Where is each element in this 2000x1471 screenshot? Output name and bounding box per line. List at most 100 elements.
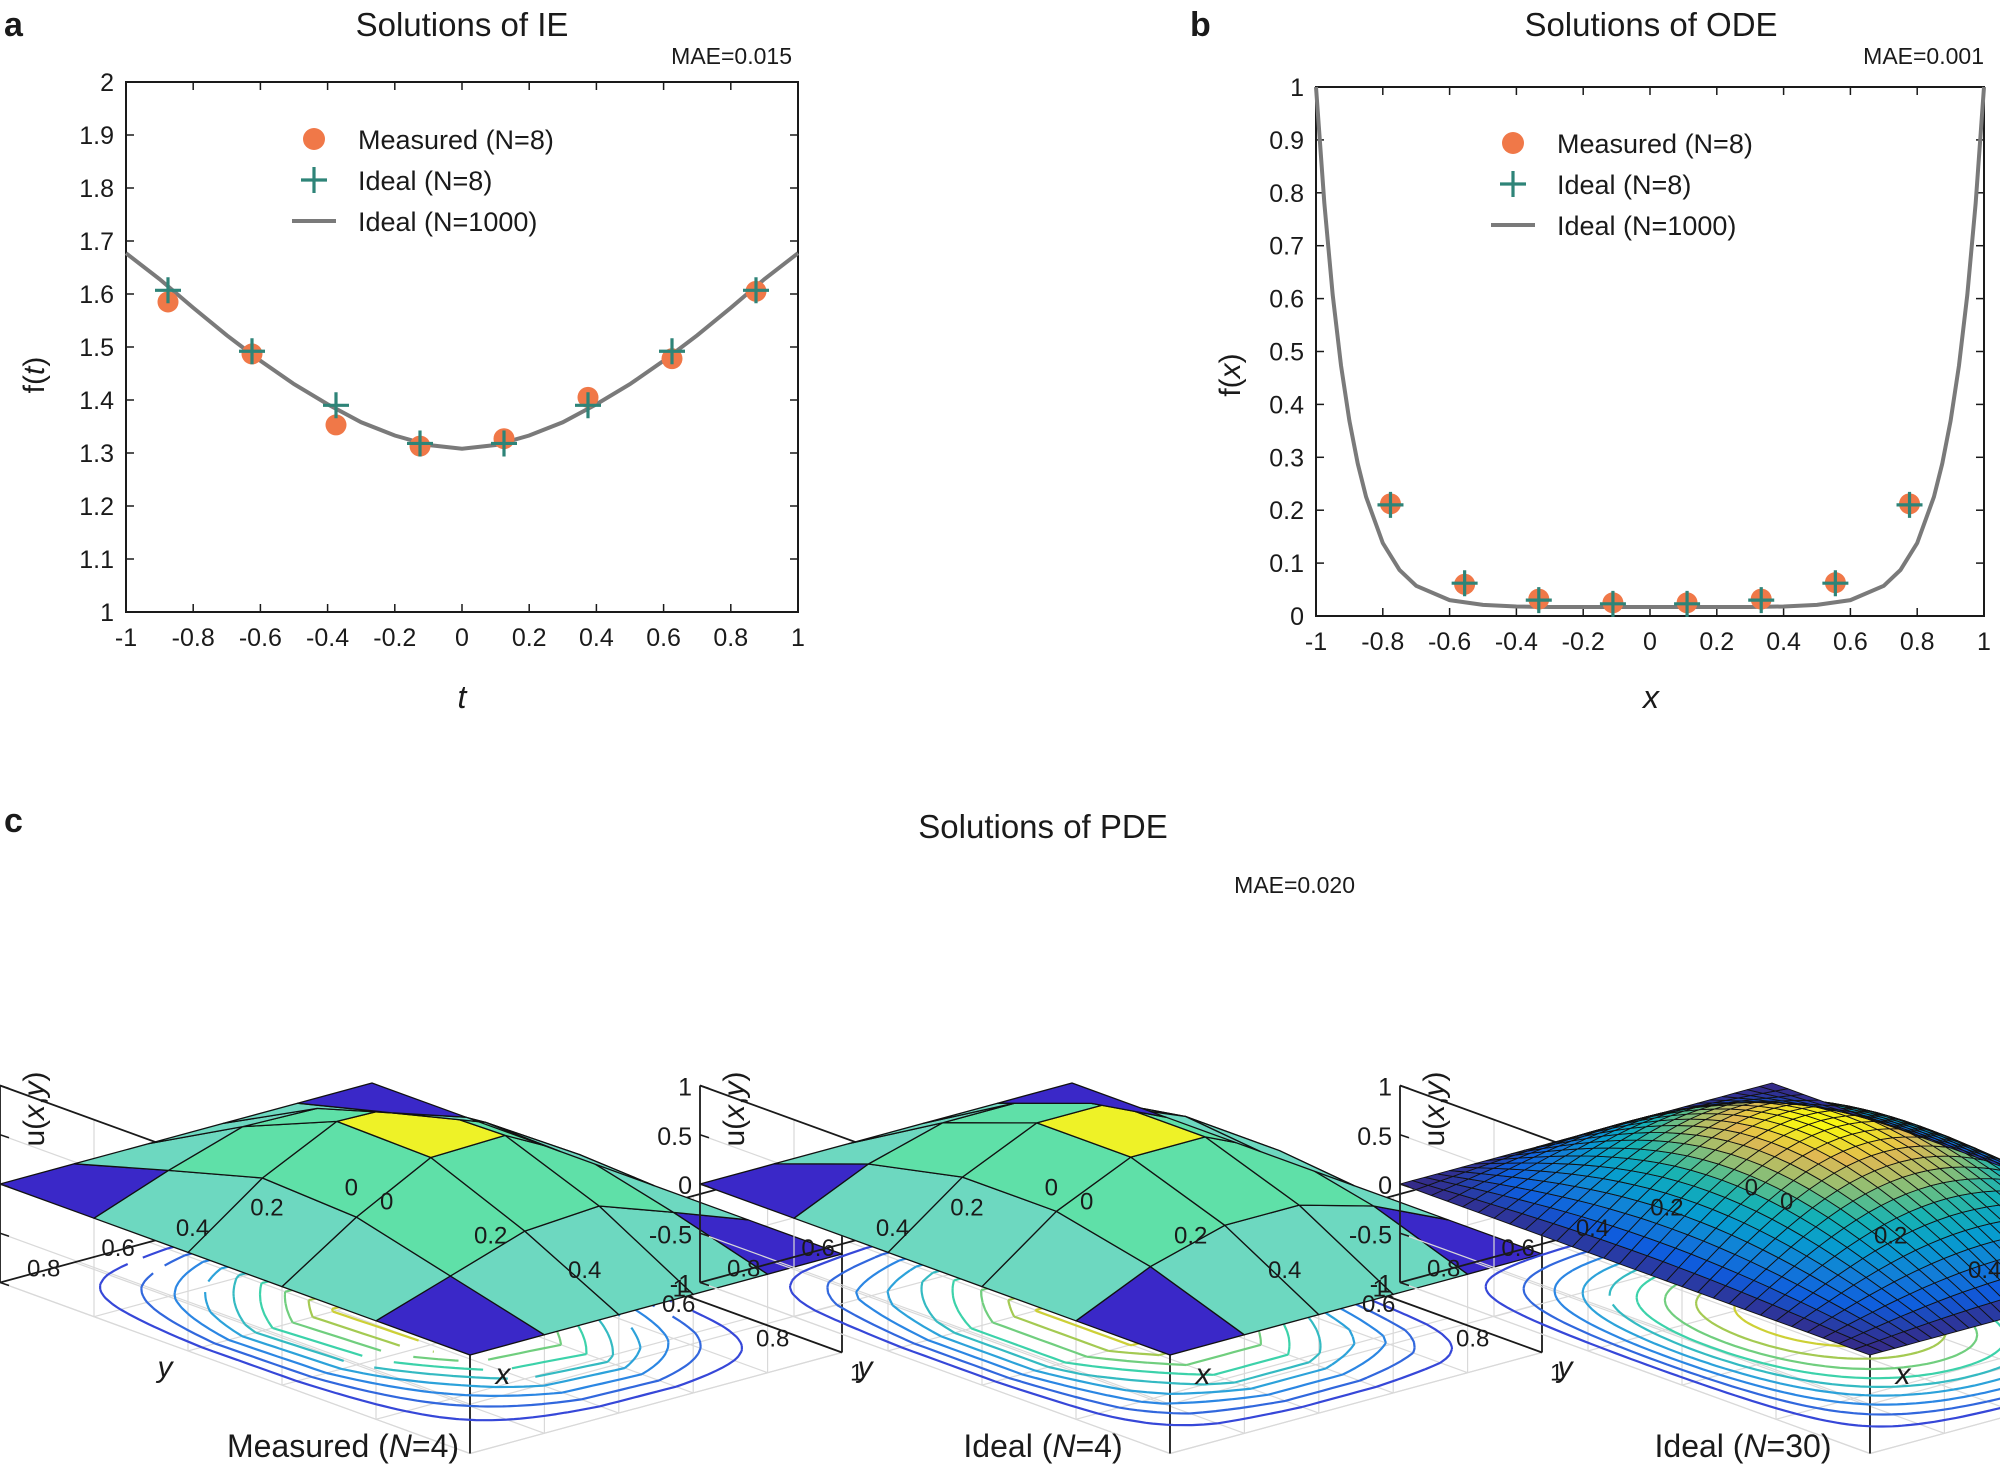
ideal-n30-y-tick-label: 0 (1745, 1175, 1758, 1202)
ideal-n30-z-tick-label: -0.5 (1349, 1221, 1392, 1249)
ode-plot-frame (1315, 86, 1985, 617)
ode-ideal-point (1525, 587, 1552, 614)
ie-ideal-point (407, 430, 433, 457)
mae-label-ie: MAE=0.015 (671, 43, 792, 69)
ideal-n30-z-tick-label: 0 (1378, 1172, 1392, 1200)
ideal-n4-floor-grid (699, 1281, 1171, 1455)
ideal-n4-z-tick-label: 0.5 (657, 1123, 692, 1151)
measured-n4-floor-grid (0, 1281, 471, 1455)
ideal-n4-z-tick-label: -1 (670, 1271, 692, 1299)
panel-letter-a: a (4, 6, 24, 44)
measured-n4-x-tick-label: 1 (850, 1360, 863, 1387)
ode-legend-ideal-marker (1500, 171, 1526, 197)
ideal-n4-wall-grid (1169, 1302, 1543, 1405)
x-axis-label-ode: x (1641, 679, 1660, 715)
ideal-n4-z-tick (699, 1281, 710, 1287)
ideal-n4-y-tick-label: 0.2 (950, 1195, 983, 1222)
ie-y-tick-label: 2 (100, 69, 114, 97)
ideal-n4-x-tick-label: 0.8 (1456, 1325, 1489, 1352)
surface-plot-ideal-n4: 10.50-0.5-100.20.40.60.8100.20.40.60.81u… (649, 1071, 1563, 1455)
ideal-n4-z-tick-label: 1 (678, 1074, 692, 1102)
ideal-n4-floor-grid (1075, 1317, 1449, 1420)
panel-c: c Solutions of PDE MAE=0.020 1 0.5 0 -0.5 -1… (0, 802, 2000, 1464)
ode-legend-entry: Ideal (N=8) (1557, 170, 1691, 200)
ode-y-tick-label: 0.9 (1269, 127, 1304, 155)
measured-n4-y-tick-label: 0 (345, 1175, 358, 1202)
ideal-n30-z-tick (1399, 1183, 1410, 1188)
ie-x-tick-label: 0.6 (646, 624, 681, 652)
mae-label-ode: MAE=0.001 (1863, 43, 1984, 69)
ie-ideal-point (575, 392, 601, 419)
ie-y-tick-label: 1.4 (79, 387, 114, 415)
y-axis-label-ie: f(t) (18, 357, 51, 394)
ie-plot-frame (125, 81, 799, 613)
ie-y-tick-label: 1.9 (79, 122, 114, 150)
ideal-n4-floor-grid (774, 1261, 1245, 1434)
measured-n4-z-tick (0, 1134, 10, 1139)
measured-n4-y-tick-label: 0.6 (101, 1235, 134, 1262)
ideal-n30-z-axis-label: u(x,y) (1418, 1071, 1451, 1146)
ode-x-tick-label: -0.2 (1562, 628, 1605, 656)
ode-y-tick-label: 0.1 (1269, 550, 1304, 578)
measured-n4-z-tick (0, 1183, 10, 1188)
ideal-n30-z-tick (1399, 1232, 1410, 1237)
ie-measured-point (325, 414, 347, 436)
ie-ideal-point (155, 277, 181, 304)
ie-legend-measured-marker (303, 128, 325, 150)
ode-y-tick-label: 0.7 (1269, 233, 1304, 261)
ideal-n4-y-tick-label: 0.8 (727, 1255, 760, 1282)
ie-y-tick-label: 1.2 (79, 493, 114, 521)
ode-ideal-curve-n1000 (1314, 86, 1986, 610)
measured-n4-x-axis-label: x (494, 1358, 512, 1391)
panel-b: b Solutions of ODE MAE=0.001 x f(x) -1 -0… (1190, 6, 1991, 715)
ode-y-tick-label: 0.5 (1269, 339, 1304, 367)
ideal-n30-floor-grid (1869, 1417, 2000, 1455)
ie-x-tick-label: 0 (455, 624, 469, 652)
ie-ideal-point (239, 338, 265, 365)
measured-n4-surface-patch (296, 1082, 467, 1118)
ode-legend-entry: Measured (N=8) (1557, 129, 1753, 159)
ie-ideal-point (659, 338, 685, 365)
ode-ideal-point (1748, 587, 1775, 614)
panel-letter-b: b (1190, 6, 1211, 44)
measured-n4-x-tick-label: 0.2 (474, 1223, 507, 1250)
ode-y-tick-label: 0.2 (1269, 497, 1304, 525)
mae-label-pde: MAE=0.020 (1234, 872, 1355, 898)
ie-x-tick-label: 0.2 (512, 624, 547, 652)
ie-legend-entry: Ideal (N=1000) (358, 207, 537, 237)
ideal-n4-y-tick-label: 0.4 (876, 1215, 909, 1242)
ideal-n4-z-tick-label: 0 (678, 1172, 692, 1200)
panel-letter-c: c (4, 802, 23, 840)
chart-title-ode: Solutions of ODE (1524, 6, 1777, 43)
ode-y-tick-label: 0 (1290, 603, 1304, 631)
ie-legend-ideal-marker (301, 167, 327, 193)
ode-x-tick-label: -1 (1305, 628, 1327, 656)
ideal-n4-y-tick-label: 0 (1045, 1175, 1058, 1202)
ideal-n30-y-tick-label: 0.4 (1576, 1215, 1609, 1242)
measured-n4-z-tick (0, 1232, 10, 1237)
ideal-n30-y-tick-label: 1 (1373, 1276, 1386, 1303)
ie-y-tick-label: 1.3 (79, 440, 114, 468)
chart-title-ie: Solutions of IE (356, 6, 569, 43)
ie-x-tick-label: -0.8 (172, 624, 215, 652)
figure-title-pde: Solutions of PDE (918, 808, 1167, 845)
ideal-n4-z-axis-label: u(x,y) (718, 1071, 751, 1146)
ode-ideal-point (1377, 491, 1404, 518)
ideal-n30-surface-patch (1995, 1190, 2000, 1195)
ideal-n4-x-tick-label: 0.6 (1362, 1291, 1395, 1318)
measured-n4-floor-grid (469, 1351, 843, 1455)
ode-x-tick-label: 0 (1643, 628, 1657, 656)
ode-x-tick-label: 0.2 (1699, 628, 1734, 656)
ideal-n30-z-tick-label: 0.5 (1357, 1123, 1392, 1151)
measured-n4-y-axis-label: y (156, 1351, 175, 1384)
ode-x-tick-label: -0.6 (1428, 628, 1471, 656)
ie-y-tick-label: 1.8 (79, 175, 114, 203)
ideal-n30-x-tick-label: 0.2 (1874, 1223, 1907, 1250)
subtitle-ideal-n30: Ideal (N=30) (1655, 1428, 1832, 1464)
panel-a: a Solutions of IE MAE=0.015 t f(t) -1 -0.… (4, 6, 805, 715)
ideal-n4-z-tick (699, 1084, 710, 1090)
ideal-n30-z-tick (1399, 1281, 1410, 1287)
ideal-n30-x-tick-label: 0 (1780, 1189, 1793, 1216)
ie-x-tick-label: 0.4 (579, 624, 614, 652)
